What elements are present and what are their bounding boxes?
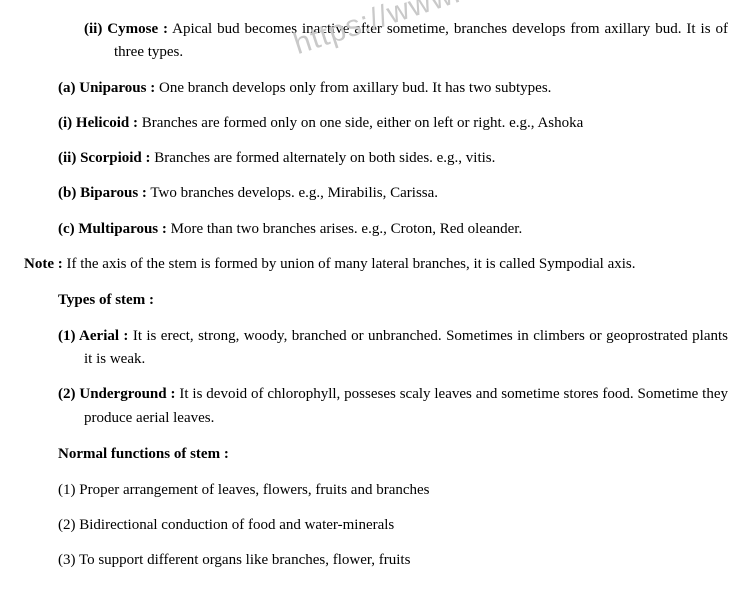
function-1-text: (1) Proper arrangement of leaves, flower… <box>58 482 430 498</box>
multiparous-text: More than two branches arises. e.g., Cro… <box>167 221 522 237</box>
cymose-text: Apical bud becomes inactive after someti… <box>114 21 728 60</box>
item-biparous: (b) Biparous : Two branches develops. e.… <box>24 182 728 205</box>
scorpioid-label: (ii) Scorpioid : <box>58 150 151 166</box>
uniparous-text: One branch develops only from axillary b… <box>155 80 551 96</box>
underground-text: It is devoid of chlorophyll, posseses sc… <box>84 386 728 425</box>
scorpioid-text: Branches are formed alternately on both … <box>151 150 496 166</box>
item-cymose: (ii) Cymose : Apical bud becomes inactiv… <box>24 18 728 65</box>
item-uniparous: (a) Uniparous : One branch develops only… <box>24 77 728 100</box>
bullet-icon: ● <box>24 442 58 467</box>
aerial-label: (1) Aerial : <box>58 328 128 344</box>
item-helicoid: (i) Helicoid : Branches are formed only … <box>24 112 728 135</box>
functions-heading: Normal functions of stem : <box>58 446 229 462</box>
types-heading: Types of stem : <box>58 292 154 308</box>
function-3-text: (3) To support different organs like bra… <box>58 552 410 568</box>
note-label: Note : <box>24 256 63 272</box>
bullet-icon: ● <box>24 288 58 313</box>
biparous-text: Two branches develops. e.g., Mirabilis, … <box>147 185 438 201</box>
item-scorpioid: (ii) Scorpioid : Branches are formed alt… <box>24 147 728 170</box>
section-types-of-stem: ●Types of stem : <box>24 288 728 313</box>
note-text: If the axis of the stem is formed by uni… <box>63 256 636 272</box>
function-3: (3) To support different organs like bra… <box>24 549 728 572</box>
cymose-label: (ii) Cymose : <box>84 21 168 37</box>
uniparous-label: (a) Uniparous : <box>58 80 155 96</box>
function-2: (2) Bidirectional conduction of food and… <box>24 514 728 537</box>
function-1: (1) Proper arrangement of leaves, flower… <box>24 479 728 502</box>
function-2-text: (2) Bidirectional conduction of food and… <box>58 517 394 533</box>
item-underground: (2) Underground : It is devoid of chloro… <box>24 383 728 430</box>
aerial-text: It is erect, strong, woody, branched or … <box>84 328 728 367</box>
helicoid-text: Branches are formed only on one side, ei… <box>138 115 583 131</box>
note-line: Note : If the axis of the stem is formed… <box>24 253 728 276</box>
helicoid-label: (i) Helicoid : <box>58 115 138 131</box>
section-functions: ●Normal functions of stem : <box>24 442 728 467</box>
multiparous-label: (c) Multiparous : <box>58 221 167 237</box>
item-multiparous: (c) Multiparous : More than two branches… <box>24 218 728 241</box>
underground-label: (2) Underground : <box>58 386 176 402</box>
biparous-label: (b) Biparous : <box>58 185 147 201</box>
item-aerial: (1) Aerial : It is erect, strong, woody,… <box>24 325 728 372</box>
